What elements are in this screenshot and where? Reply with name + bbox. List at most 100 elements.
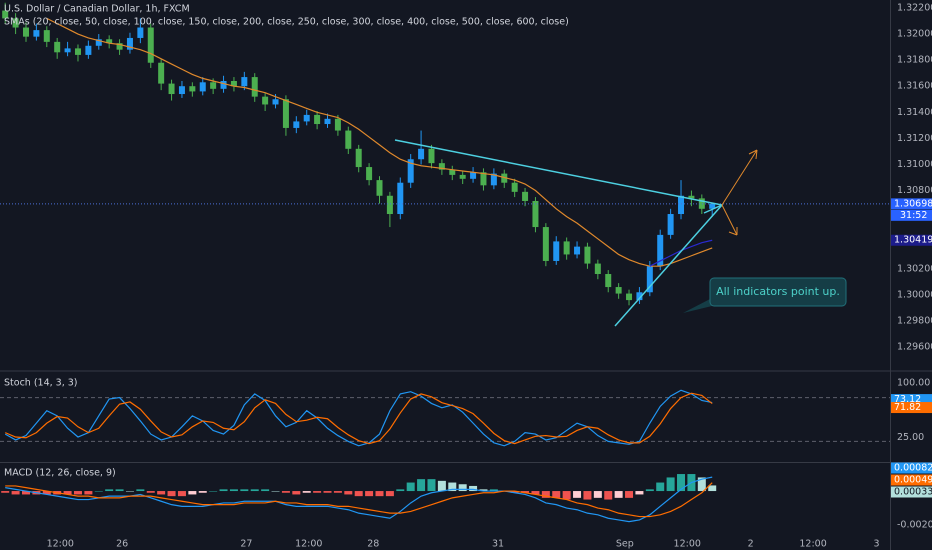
y-tick-label: 1.30200 (897, 263, 932, 274)
candle-body (407, 159, 414, 183)
histogram-bar (146, 491, 155, 493)
histogram-bar (604, 491, 613, 500)
candle-body (438, 163, 445, 170)
histogram-bar (157, 491, 166, 495)
histogram-bar (708, 485, 717, 492)
drawings: All indicators point up. (394, 139, 847, 327)
candle-body (511, 182, 518, 192)
histogram-bar (84, 491, 93, 495)
x-tick-label: 3 (873, 539, 879, 550)
candle-body (605, 274, 612, 288)
arrow (721, 149, 758, 206)
y-tick-label: 1.31200 (897, 133, 932, 144)
candle-body (12, 18, 19, 28)
candle-body (210, 82, 217, 89)
series-line (46, 17, 713, 267)
histogram-bar (521, 491, 530, 493)
callout-text: All indicators point up. (716, 285, 840, 298)
candle-body (2, 10, 9, 19)
candle-body (615, 287, 622, 294)
candle-body (74, 48, 81, 55)
trendline (614, 204, 723, 327)
candle-body (678, 195, 685, 215)
histogram-bar (645, 489, 654, 492)
candle-body (698, 198, 705, 209)
candle-body (470, 172, 477, 179)
histogram-bar (406, 482, 415, 492)
candle-body (303, 114, 310, 122)
histogram-bar (333, 491, 342, 493)
x-tick-label: 12:00 (47, 539, 74, 550)
y-tick-label: 1.31800 (897, 55, 932, 66)
histogram-bar (666, 477, 675, 492)
candle-body (522, 191, 529, 201)
series-line (4, 389, 713, 447)
histogram-bar (677, 474, 686, 492)
marks (0, 2, 890, 523)
countdown: 31:52 (900, 210, 927, 221)
candle-body (334, 118, 341, 131)
histogram-bar (365, 491, 374, 497)
histogram-bar (541, 491, 550, 498)
candle-body (459, 174, 466, 179)
histogram-value-label-bg (891, 486, 932, 498)
y-tick-label: 1.30000 (897, 289, 932, 300)
callout-pointer (683, 298, 712, 313)
candle-body (126, 37, 133, 50)
histogram-value-label: 0.00033 (894, 487, 932, 498)
candle-body (584, 246, 591, 264)
histogram-bar (344, 491, 353, 495)
histogram-bar (313, 491, 322, 493)
indicator-value-label-bg (891, 402, 932, 414)
candle-body (293, 121, 300, 128)
x-tick-label: 27 (240, 539, 252, 550)
histogram-bar (167, 491, 176, 497)
histogram-bar (625, 491, 634, 498)
countdown-bg (891, 209, 932, 221)
candle-body (230, 80, 237, 87)
candle-body (563, 241, 570, 255)
candle-body (501, 173, 508, 183)
candle-body (178, 86, 185, 95)
histogram-bar (323, 491, 332, 493)
candle-body (449, 169, 456, 175)
indicator-value-label: 0.00082 (894, 463, 932, 474)
chart-title: U.S. Dollar / Canadian Dollar, 1h, FXCM (4, 4, 190, 15)
candle-body (542, 227, 549, 261)
candle-body (314, 114, 321, 125)
x-tick-label: 26 (116, 539, 128, 550)
candle-body (688, 195, 695, 199)
histogram-bar (136, 489, 145, 492)
candle-body (355, 148, 362, 168)
histogram-bar (229, 489, 238, 492)
pane-title: MACD (12, 26, close, 9) (4, 468, 116, 479)
candle-body (199, 82, 206, 92)
x-tick-label: 12:00 (295, 539, 322, 550)
indicator-value-label: 73.12 (894, 394, 921, 405)
histogram-bar (552, 491, 561, 498)
histogram-bar (437, 480, 446, 492)
candle-body (189, 86, 196, 92)
candle-body (22, 27, 29, 37)
histogram-bar (375, 491, 384, 497)
last-price-label-bg (891, 198, 932, 210)
histogram-bar (281, 491, 290, 493)
histogram-bar (396, 489, 405, 492)
badges: 12:00 26 27 12:00 28 31 Sep 12:00 2 12:00 3 1.32200… (47, 2, 932, 550)
histogram-bar (697, 477, 706, 492)
candle-body (657, 234, 664, 267)
x-tick-label: 31 (492, 539, 504, 550)
indicator-value-label-bg (891, 394, 932, 406)
indicator-value-label-bg (891, 462, 932, 474)
candle-body (667, 214, 674, 235)
histogram-bar (21, 491, 30, 495)
x-tick-label: 12:00 (674, 539, 701, 550)
series-line (4, 392, 713, 445)
pane-title: Stoch (14, 3, 3) (4, 378, 78, 389)
histogram-bar (583, 491, 592, 500)
candle-body (345, 130, 352, 149)
histogram-bar (573, 491, 582, 498)
y-tick-label: 1.31000 (897, 159, 932, 170)
arrow (721, 204, 738, 236)
